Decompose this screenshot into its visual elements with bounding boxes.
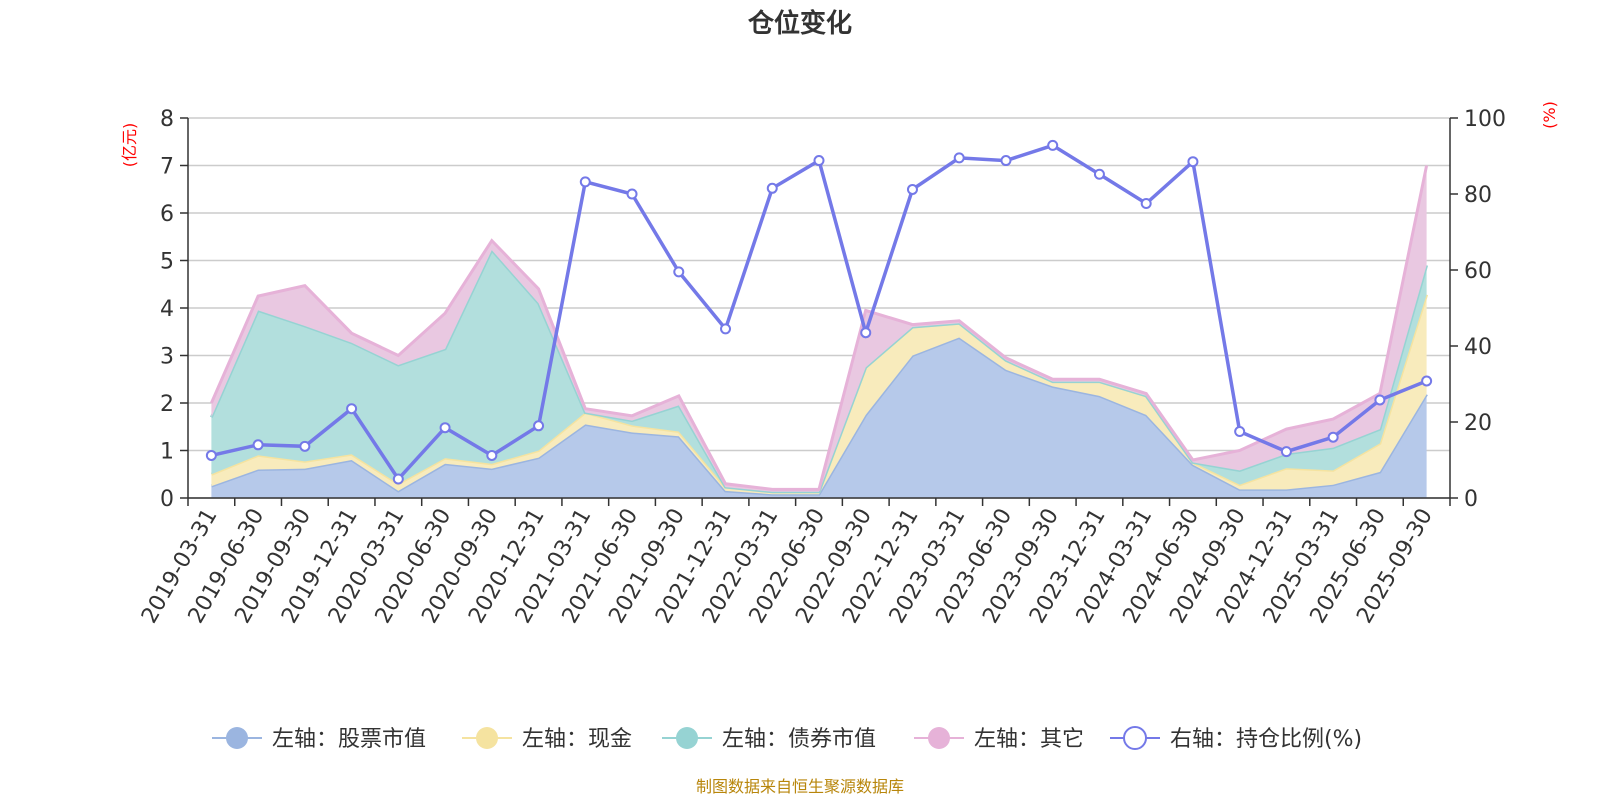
left-tick-label: 6	[160, 202, 174, 227]
legend-marker	[928, 727, 950, 749]
ratio-point	[392, 473, 404, 485]
right-tick-label: 0	[1464, 487, 1478, 512]
source-note: 制图数据来自恒生聚源数据库	[696, 777, 904, 796]
legend-item[interactable]: 左轴：债券市值	[662, 727, 876, 752]
ratio-point	[299, 440, 311, 452]
ratio-point	[346, 403, 358, 415]
ratio-point	[533, 420, 545, 432]
ratio-point	[1374, 394, 1386, 406]
ratio-point	[673, 266, 685, 278]
left-tick-label: 2	[160, 392, 174, 417]
ratio-point	[1187, 156, 1199, 168]
ratio-point	[813, 155, 825, 167]
ratio-point	[1280, 446, 1292, 458]
ratio-point	[626, 188, 638, 200]
area-3	[211, 250, 1427, 492]
ratio-point	[1093, 168, 1105, 180]
right-tick-label: 40	[1464, 335, 1492, 360]
ratio-point	[906, 183, 918, 195]
ratio-point	[252, 439, 264, 451]
left-tick-label: 3	[160, 345, 174, 370]
left-tick-label: 5	[160, 250, 174, 275]
left-tick-label: 8	[160, 107, 174, 132]
ratio-point	[1000, 155, 1012, 167]
ratio-point	[1234, 426, 1246, 437]
legend-item[interactable]: 左轴：股票市值	[212, 727, 426, 752]
left-tick-label: 7	[160, 155, 174, 180]
ratio-point	[486, 449, 498, 461]
left-tick-label: 1	[160, 440, 174, 465]
legend-label: 左轴：债券市值	[722, 727, 876, 752]
legend-marker	[1123, 726, 1147, 750]
ratio-point	[439, 422, 451, 434]
legend-label: 左轴：其它	[974, 727, 1084, 752]
ratio-point	[205, 449, 217, 461]
ratio-point	[720, 323, 732, 335]
legend-label: 左轴：现金	[522, 727, 632, 752]
ratio-point	[1421, 375, 1433, 387]
legend-marker	[676, 727, 698, 749]
left-tick-label: 4	[160, 297, 174, 322]
legend-marker	[476, 727, 498, 749]
area-edge-4	[210, 165, 1429, 491]
right-tick-label: 100	[1464, 107, 1506, 132]
right-axis-unit: (%)	[1540, 101, 1559, 129]
area-2	[211, 294, 1427, 495]
right-tick-label: 80	[1464, 183, 1492, 208]
area-1	[211, 337, 1427, 498]
legend-item[interactable]: 左轴：其它	[914, 727, 1084, 752]
ratio-point	[766, 182, 778, 194]
legend[interactable]: 左轴：股票市值 左轴：现金 左轴：债券市值 左轴：其它 右轴：持仓比例(%)	[212, 726, 1362, 752]
left-tick-label: 0	[160, 487, 174, 512]
area-series	[210, 165, 1429, 498]
ratio-point	[1140, 198, 1152, 209]
ratio-point	[860, 327, 872, 339]
legend-item[interactable]: 右轴：持仓比例(%)	[1110, 726, 1362, 752]
legend-label: 右轴：持仓比例(%)	[1170, 727, 1362, 752]
right-tick-label: 20	[1464, 411, 1492, 436]
ratio-point	[1047, 139, 1059, 151]
ratio-point	[953, 152, 965, 164]
line-series	[205, 139, 1433, 485]
left-axis-unit: (亿元)	[120, 123, 139, 168]
ratio-point	[579, 176, 591, 188]
right-tick-label: 60	[1464, 259, 1492, 284]
area-4	[211, 165, 1427, 492]
chart-title: 仓位变化	[747, 8, 852, 39]
legend-marker	[226, 727, 248, 749]
legend-item[interactable]: 左轴：现金	[462, 727, 632, 752]
ratio-point	[1327, 431, 1339, 443]
legend-label: 左轴：股票市值	[272, 727, 426, 752]
